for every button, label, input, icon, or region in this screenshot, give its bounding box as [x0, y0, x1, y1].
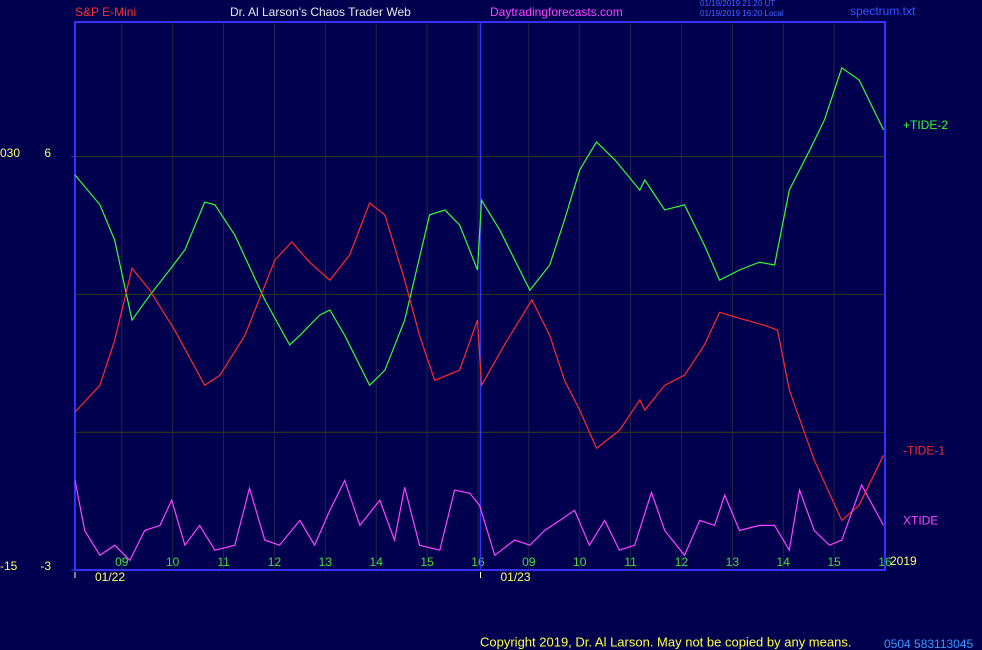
x-tick-label: 12: [268, 555, 282, 569]
series-line: [74, 66, 885, 387]
day-label: 01/22: [95, 570, 125, 584]
day-label: 01/23: [501, 570, 531, 584]
plot-border: [74, 21, 886, 571]
x-tick-label: 11: [624, 555, 637, 569]
y-tick-label: 6: [44, 146, 51, 160]
x-tick-label: 15: [420, 555, 434, 569]
time-ut: 01/19/2019 21:20 UT: [700, 0, 775, 8]
copyright: Copyright 2019, Dr. Al Larson. May not b…: [480, 634, 851, 649]
x-tick-label: 10: [573, 555, 587, 569]
symbol: S&P E-Mini: [75, 5, 136, 19]
x-tick-label: 15: [827, 555, 841, 569]
site-title: Dr. Al Larson's Chaos Trader Web: [230, 5, 411, 19]
x-tick-label: 14: [370, 555, 384, 569]
x-tick-label: 14: [777, 555, 791, 569]
file-name: spectrum.txt: [850, 4, 916, 18]
x-tick-label: 16: [471, 555, 485, 569]
y2-tick-label: -15: [0, 559, 18, 573]
x-tick-label: 10: [166, 555, 180, 569]
x-tick-label: 09: [115, 555, 129, 569]
legend-label: +TIDE-2: [903, 118, 948, 132]
x-tick-label: 12: [675, 555, 689, 569]
site-url: Daytradingforecasts.com: [490, 5, 623, 19]
x-tick-label: 13: [726, 555, 740, 569]
legend-label: XTIDE: [903, 514, 938, 528]
x-tick-label: 11: [217, 555, 230, 569]
x-tick-label: 09: [522, 555, 536, 569]
series-line: [74, 202, 885, 522]
y2-tick-label: 030: [0, 146, 20, 160]
time-local: 01/19/2019 16:20 Local: [700, 9, 784, 18]
legend-label: -TIDE-1: [903, 443, 945, 457]
x-tick-label: 13: [319, 555, 333, 569]
footer-code: 0504 583113045: [884, 637, 974, 650]
series-line: [74, 478, 885, 562]
year-label: 2019: [890, 554, 917, 568]
y-tick-label: -3: [40, 559, 51, 573]
